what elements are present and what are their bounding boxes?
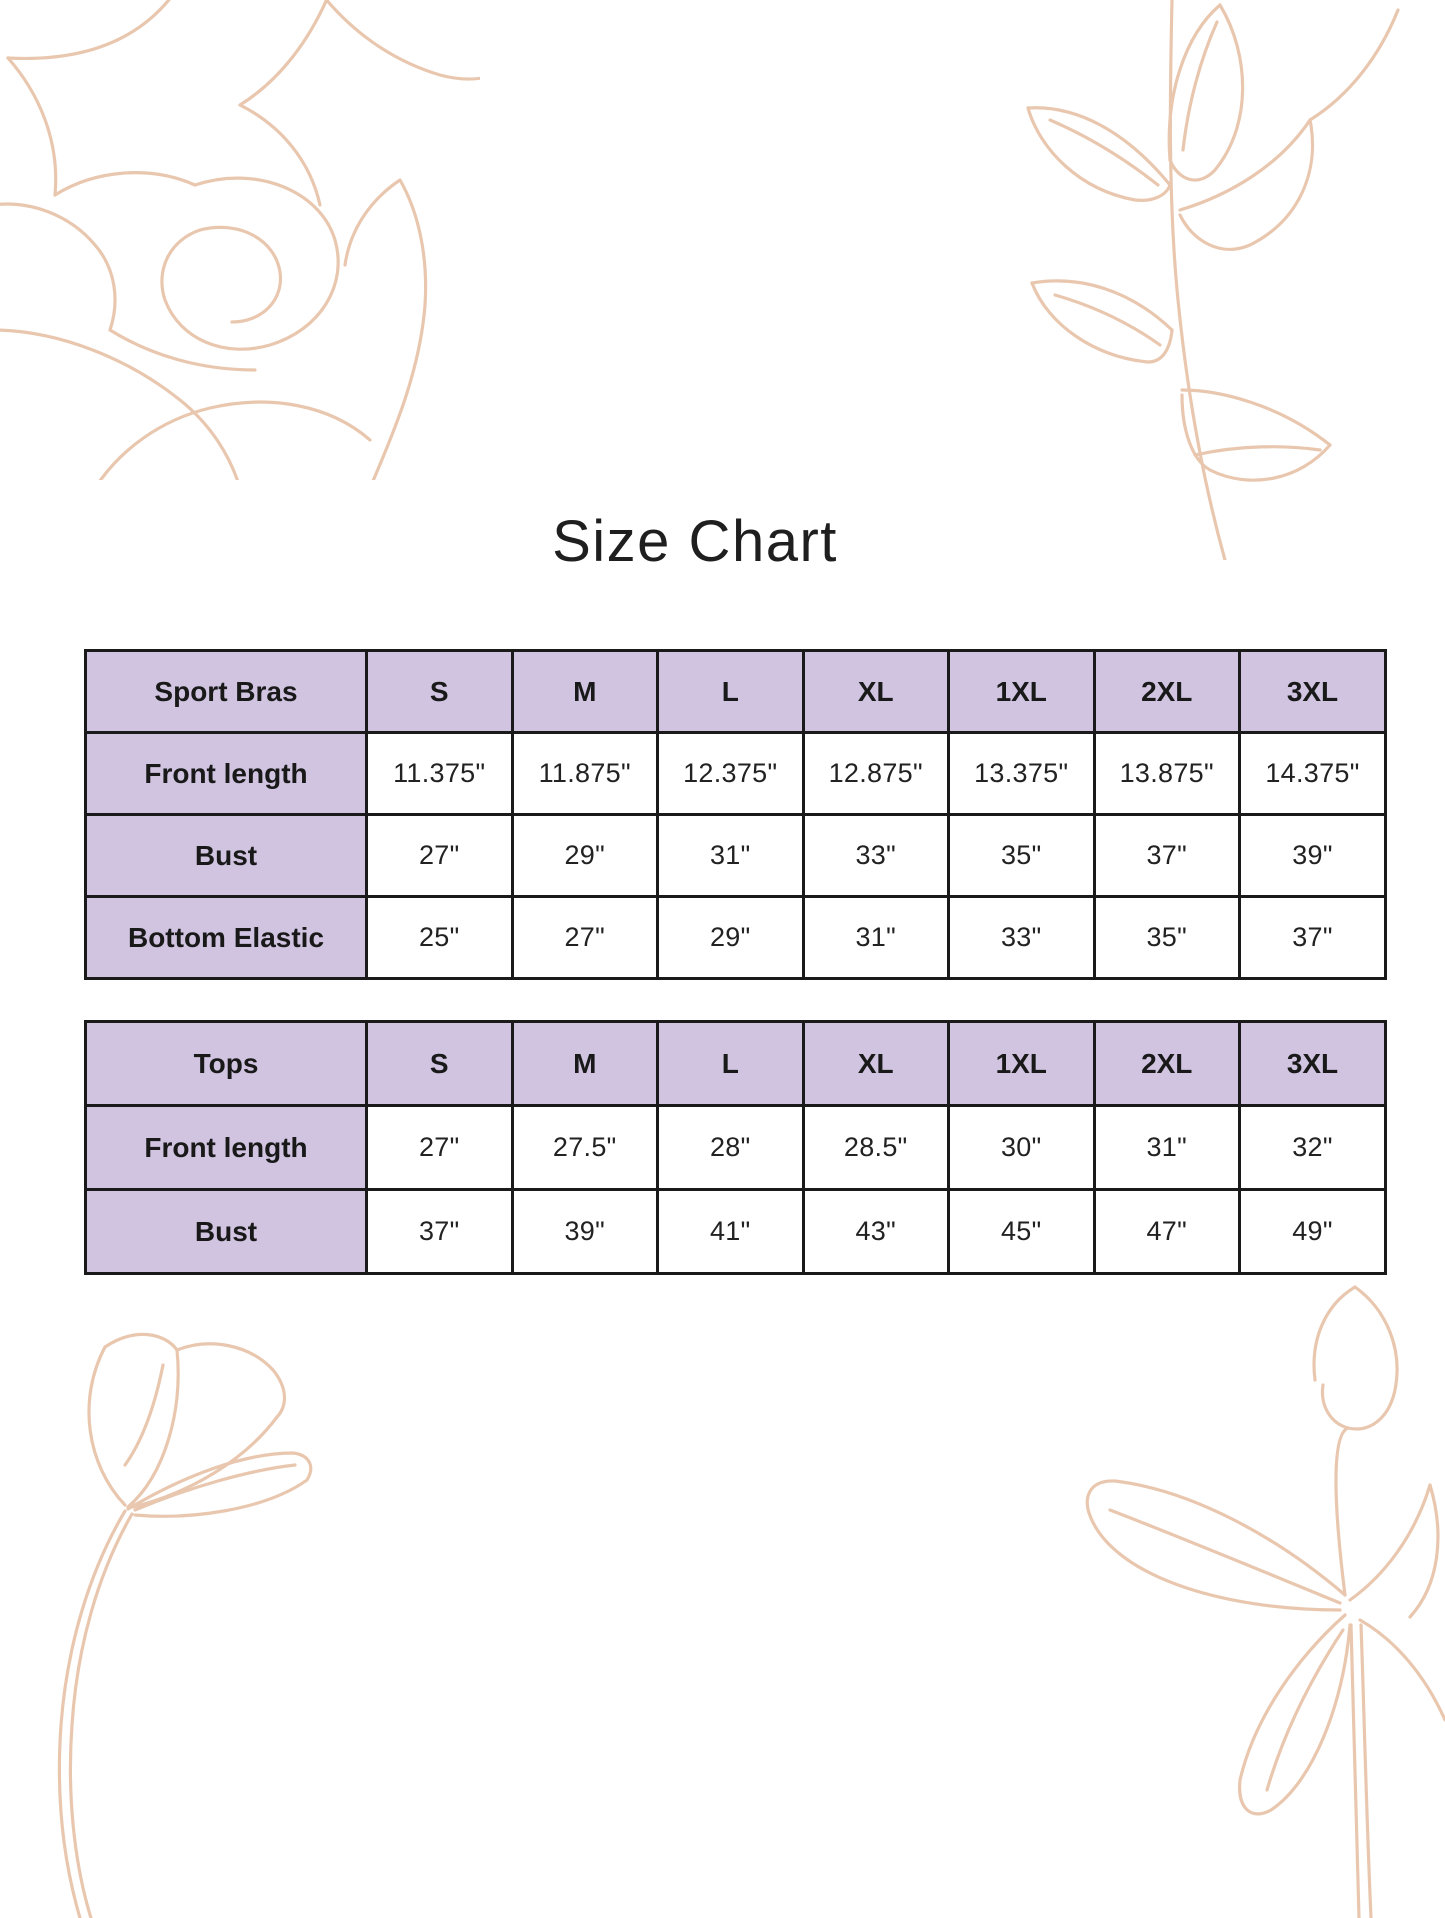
table-cell: 13.375" (947, 731, 1096, 816)
table-row: Bust 27" 29" 31" 33" 35" 37" 39" (84, 813, 1387, 898)
table-header-cell: M (510, 1020, 659, 1107)
table-cell: 41" (656, 1188, 805, 1275)
table-cell: 49" (1238, 1188, 1387, 1275)
table-header-cell: M (510, 649, 659, 734)
sport-bras-size-table: Sport Bras S M L XL 1XL 2XL 3XL Front le… (84, 649, 1387, 980)
row-label-cell: Front length (84, 731, 368, 816)
table-header-cell: S (365, 649, 514, 734)
table-row: Bust 37" 39" 41" 43" 45" 47" 49" (84, 1188, 1387, 1275)
table-row: Front length 11.375" 11.875" 12.375" 12.… (84, 731, 1387, 816)
table-cell: 30" (947, 1104, 1096, 1191)
table-header-cell: XL (801, 649, 950, 734)
row-label-cell: Bottom Elastic (84, 895, 368, 980)
table-cell: 31" (656, 813, 805, 898)
table-row: Bottom Elastic 25" 27" 29" 31" 33" 35" 3… (84, 895, 1387, 980)
table-header-cell: S (365, 1020, 514, 1107)
table-cell: 39" (510, 1188, 659, 1275)
tulip-flower-line-art-icon (57, 1332, 313, 1918)
table-cell: 11.875" (510, 731, 659, 816)
page-title: Size Chart (552, 509, 838, 574)
table-header-cell: L (656, 649, 805, 734)
table-header-cell: XL (801, 1020, 950, 1107)
peony-flower-line-art-icon (0, 0, 480, 480)
table-cell: 13.875" (1092, 731, 1241, 816)
table-cell: 28.5" (801, 1104, 950, 1191)
table-cell: 45" (947, 1188, 1096, 1275)
table-cell: 28" (656, 1104, 805, 1191)
row-label-cell: Bust (84, 1188, 368, 1275)
table-cell: 43" (801, 1188, 950, 1275)
table-cell: 27" (510, 895, 659, 980)
table-cell: 32" (1238, 1104, 1387, 1191)
table-cell: 11.375" (365, 731, 514, 816)
row-label-cell: Bust (84, 813, 368, 898)
table-header-cell: 3XL (1238, 1020, 1387, 1107)
table-cell: 35" (947, 813, 1096, 898)
table-cell: 33" (947, 895, 1096, 980)
leafy-branch-line-art-icon (1026, 0, 1400, 560)
table-cell: 27" (365, 1104, 514, 1191)
table-cell: 39" (1238, 813, 1387, 898)
table-cell: 25" (365, 895, 514, 980)
table-cell: 47" (1092, 1188, 1241, 1275)
table-cell: 29" (510, 813, 659, 898)
table-cell: 31" (801, 895, 950, 980)
table-header-cell: 2XL (1092, 649, 1241, 734)
table-header-cell: 3XL (1238, 649, 1387, 734)
table-header-cell: Sport Bras (84, 649, 368, 734)
table-cell: 37" (365, 1188, 514, 1275)
table-cell: 12.875" (801, 731, 950, 816)
table-cell: 37" (1092, 813, 1241, 898)
table-header-cell: 2XL (1092, 1020, 1241, 1107)
table-cell: 29" (656, 895, 805, 980)
table-header-cell: Tops (84, 1020, 368, 1107)
tops-size-table: Tops S M L XL 1XL 2XL 3XL Front length 2… (84, 1020, 1387, 1275)
table-cell: 35" (1092, 895, 1241, 980)
table-header-cell: 1XL (947, 649, 1096, 734)
table-cell: 12.375" (656, 731, 805, 816)
table-header-row: Sport Bras S M L XL 1XL 2XL 3XL (84, 649, 1387, 734)
row-label-cell: Front length (84, 1104, 368, 1191)
table-header-cell: L (656, 1020, 805, 1107)
table-cell: 33" (801, 813, 950, 898)
table-cell: 14.375" (1238, 731, 1387, 816)
table-cell: 31" (1092, 1104, 1241, 1191)
magnolia-flower-line-art-icon (1085, 1285, 1445, 1918)
table-cell: 27" (365, 813, 514, 898)
table-cell: 27.5" (510, 1104, 659, 1191)
table-header-cell: 1XL (947, 1020, 1096, 1107)
table-header-row: Tops S M L XL 1XL 2XL 3XL (84, 1020, 1387, 1107)
table-row: Front length 27" 27.5" 28" 28.5" 30" 31"… (84, 1104, 1387, 1191)
table-cell: 37" (1238, 895, 1387, 980)
